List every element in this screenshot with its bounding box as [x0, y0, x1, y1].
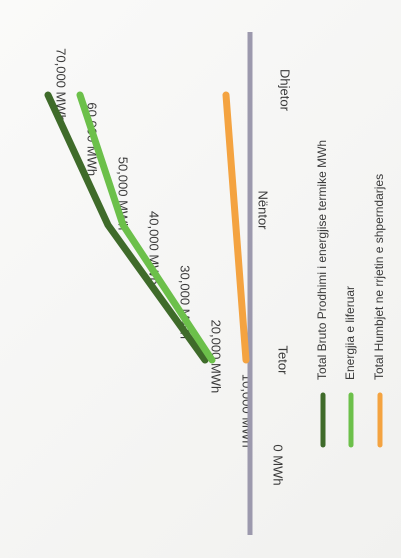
category-label: Nëntor	[256, 190, 271, 230]
series-line	[44, 91, 209, 364]
legend-label: Total Bruto Prodhimi i energjise termike…	[315, 140, 329, 380]
category-label: Dhjetor	[278, 69, 293, 112]
y-tick-label: 70,000 MWh	[54, 48, 69, 122]
legend-label: Energjia e liferuar	[343, 286, 357, 380]
series-lines	[44, 91, 250, 364]
series-line	[76, 91, 216, 364]
y-tick-label: 20,000 MWh	[209, 320, 224, 394]
x-axis-categories: Tetor Nëntor Dhjetor	[256, 69, 293, 375]
legend-label: Total Humbjet ne rrjetin e shperndarjes	[372, 174, 386, 380]
legend: Total Bruto Prodhimi i energjise termike…	[315, 140, 386, 448]
category-label: Tetor	[276, 346, 291, 376]
series-line	[222, 91, 250, 364]
y-tick-label: 0 MWh	[271, 444, 286, 485]
